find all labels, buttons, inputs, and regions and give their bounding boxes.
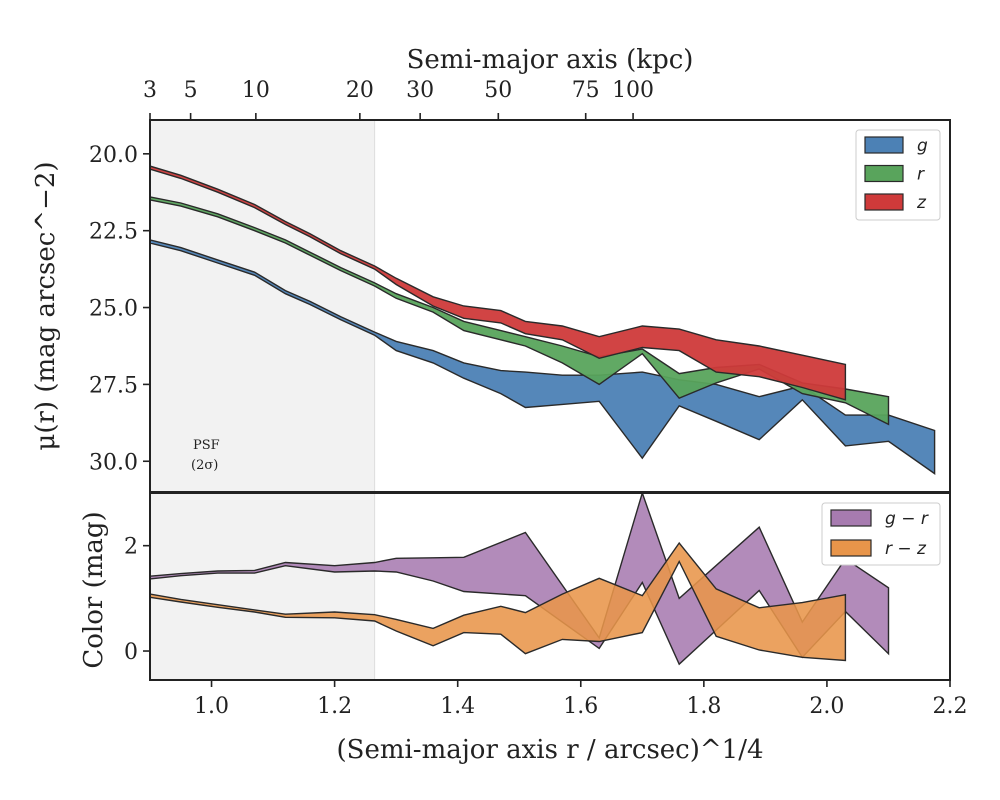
color-y-tick-label: 2 — [124, 535, 138, 560]
x-tick-label: 1.8 — [686, 694, 721, 719]
bottom-panel-frame — [149, 492, 951, 681]
axis-ticks: 1.0 1.2 1.4 1.6 1.8 2.0 2.23 5 10 20 30 50 75 10020.0… — [89, 78, 967, 719]
legend-label: r − z — [885, 539, 927, 559]
y-tick-label: 22.5 — [89, 220, 138, 245]
y-tick-label: 30.0 — [89, 450, 138, 475]
y-tick-label: 25.0 — [89, 297, 138, 322]
legend-swatch — [864, 164, 904, 183]
bottom-panel-series — [150, 493, 890, 666]
x-tick-label: 1.0 — [194, 694, 229, 719]
x-tick-label: 1.2 — [317, 694, 352, 719]
color-y-tick-label: 0 — [124, 640, 138, 665]
top-x-tick-label: 50 — [484, 78, 512, 103]
top-x-axis-label: Semi-major axis (kpc) — [407, 45, 694, 75]
x-tick-label: 2.0 — [809, 694, 844, 719]
top-x-tick-label: 5 — [184, 78, 198, 103]
psf-label: PSF — [193, 438, 220, 453]
series-band-gr — [150, 493, 890, 666]
legend-bottom: g − r r − z — [821, 502, 941, 566]
series-band-g — [150, 239, 936, 475]
legend-label: r — [917, 165, 925, 185]
legend-label: z — [916, 193, 927, 213]
top-x-tick-label: 75 — [572, 78, 600, 103]
legend-label: g − r — [885, 509, 929, 529]
top-x-tick-label: 20 — [346, 78, 374, 103]
y-axis-label-top: μ(r) (mag arcsec^−2) — [31, 161, 61, 450]
y-tick-label: 27.5 — [89, 373, 138, 398]
y-axis-label-bottom: Color (mag) — [79, 511, 109, 668]
legend-swatch — [864, 136, 904, 154]
y-tick-label: 20.0 — [89, 143, 138, 168]
legend-swatch — [864, 193, 904, 211]
top-panel-series — [150, 165, 936, 475]
x-tick-label: 1.4 — [440, 694, 475, 719]
series-band-rz — [150, 541, 847, 662]
x-tick-label: 2.2 — [933, 694, 968, 719]
series-band-z — [150, 165, 847, 401]
legend-swatch — [830, 539, 872, 557]
psf-sigma-label: (2σ) — [191, 458, 218, 473]
top-x-tick-label: 30 — [406, 78, 434, 103]
psf-region-top — [150, 120, 375, 492]
legend-swatch — [830, 509, 872, 527]
x-axis-label: (Semi-major axis r / arcsec)^1/4 — [336, 735, 763, 765]
legend-label: g — [917, 136, 928, 156]
series-band-r — [150, 196, 890, 426]
psf-region-bottom — [150, 493, 375, 680]
top-x-tick-label: 100 — [612, 78, 654, 103]
top-x-tick-label: 10 — [242, 78, 270, 103]
legend-top: grz — [855, 129, 941, 221]
top-x-tick-label: 3 — [143, 78, 157, 103]
x-tick-label: 1.6 — [563, 694, 598, 719]
